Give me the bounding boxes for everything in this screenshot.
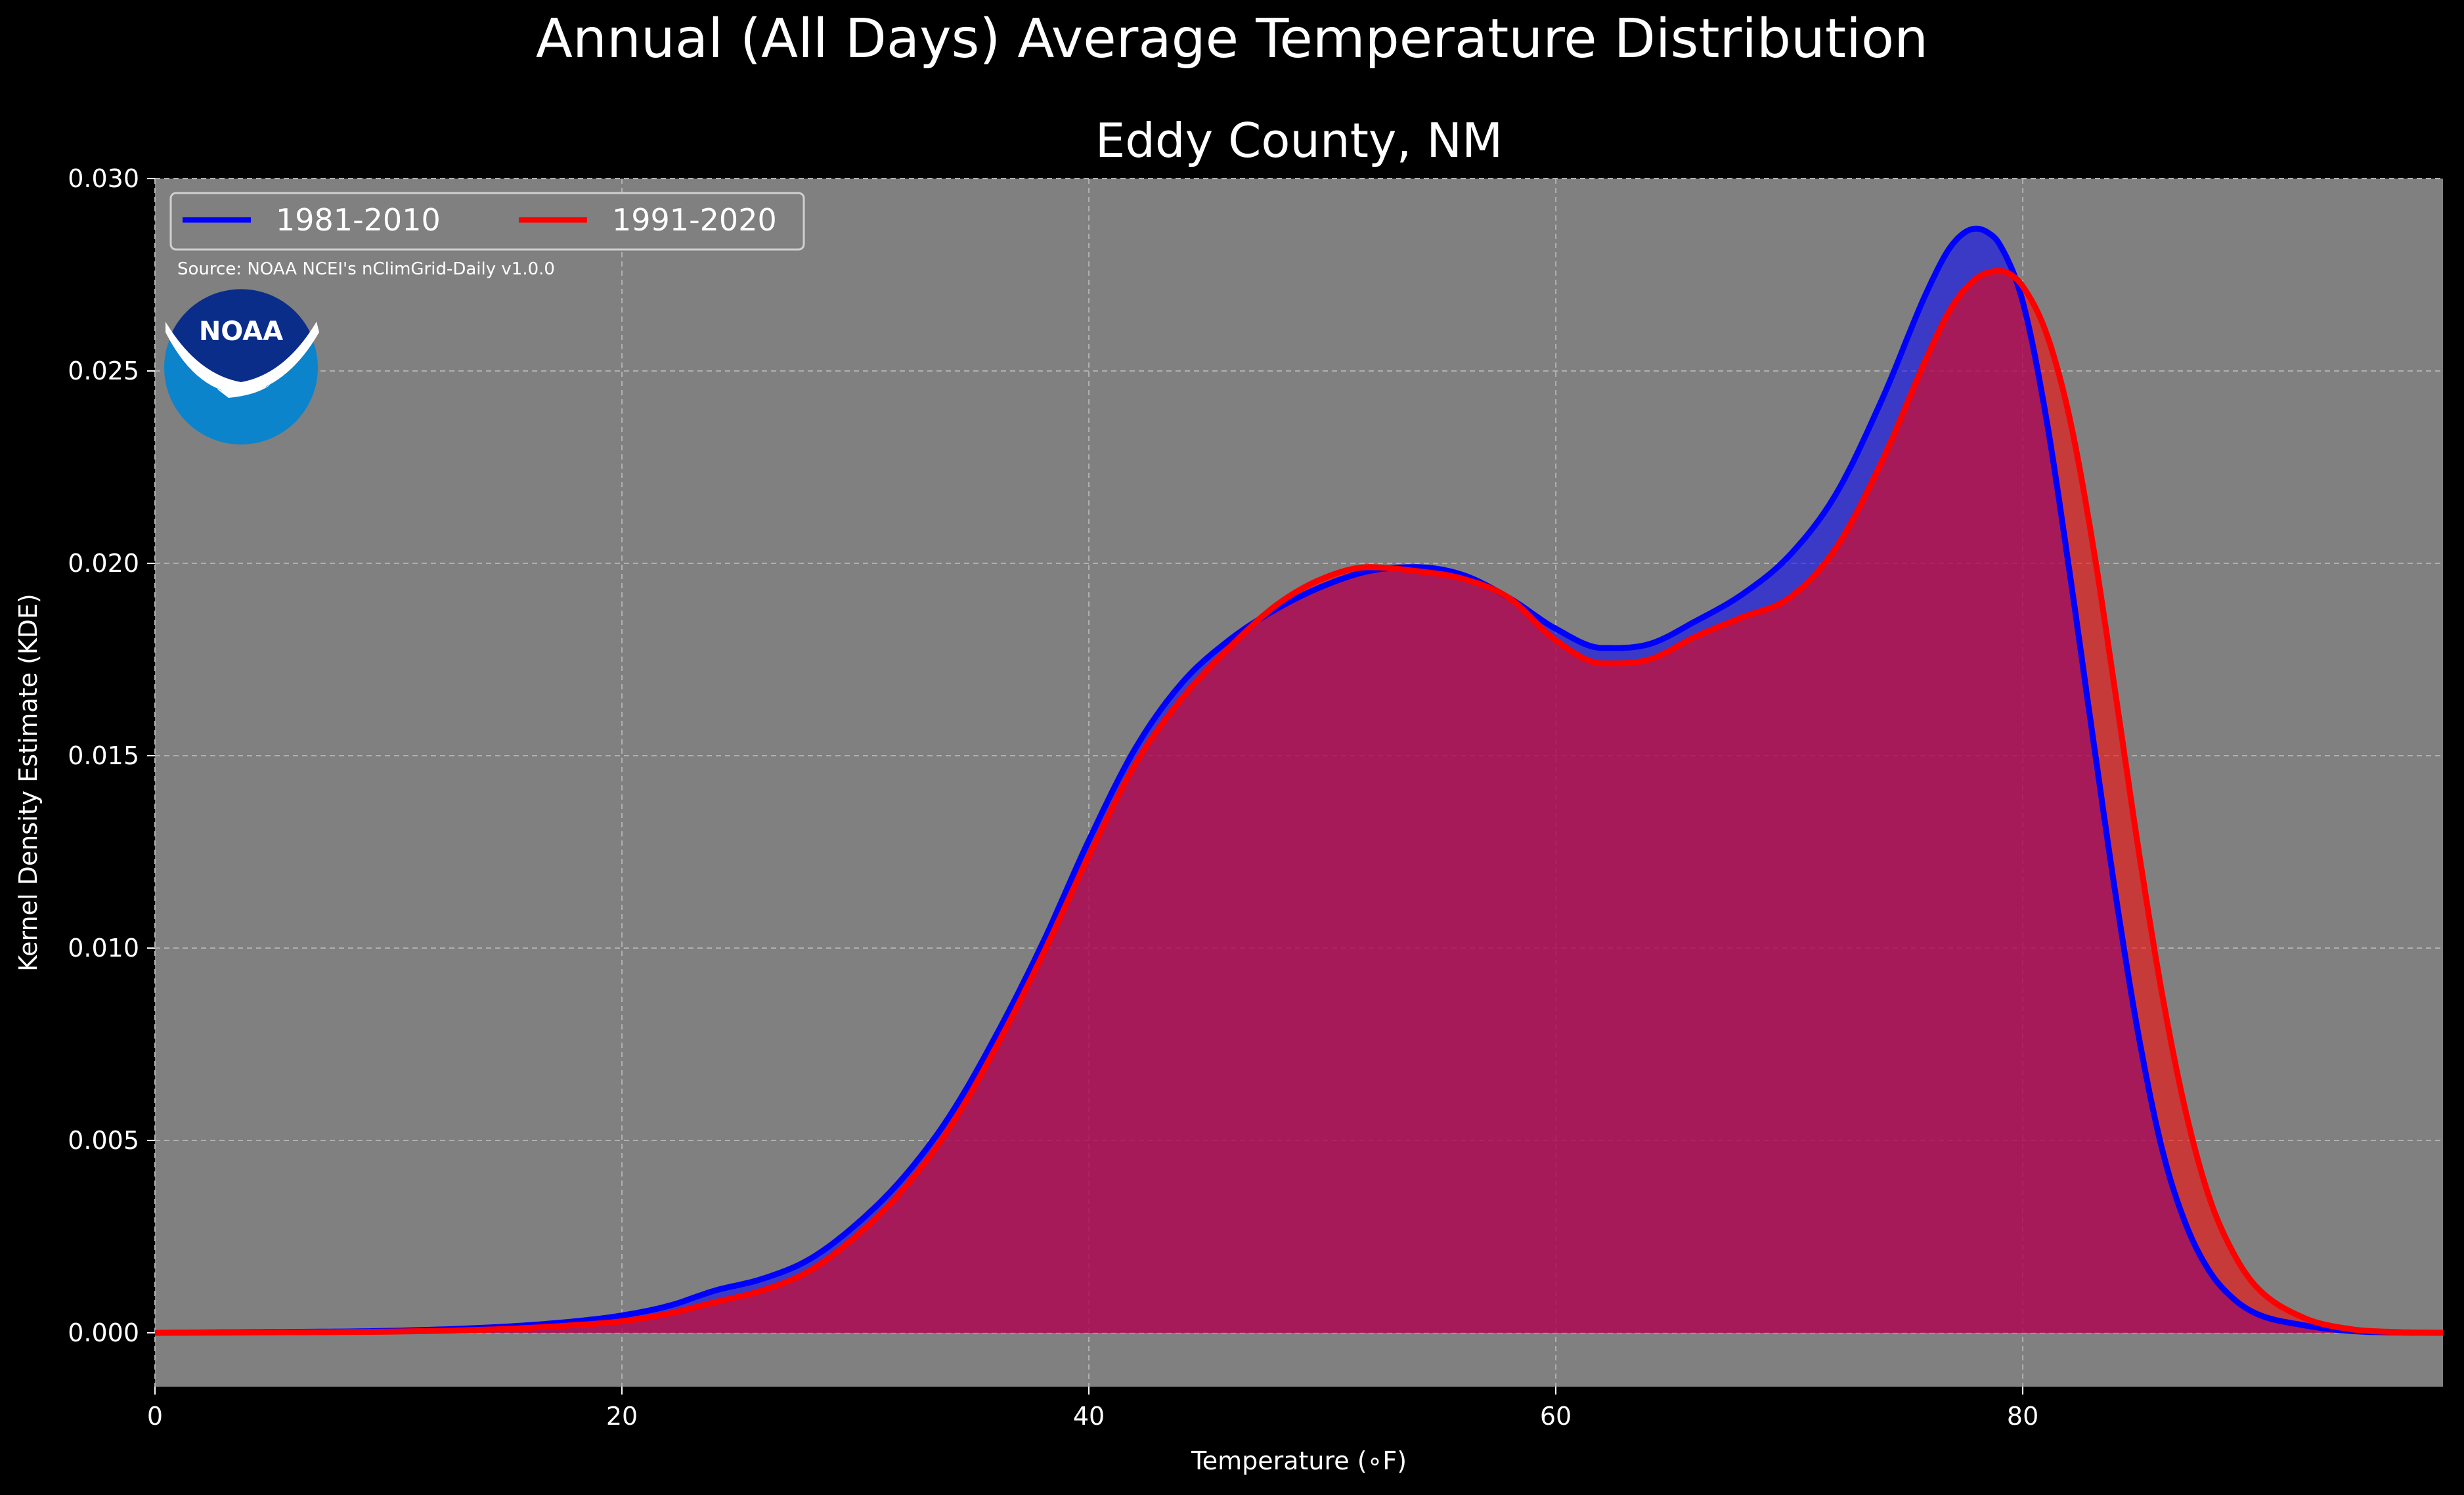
y-tick-label: 0.000 <box>68 1318 139 1347</box>
y-tick-label: 0.015 <box>68 741 139 770</box>
x-tick-label: 80 <box>2007 1402 2038 1431</box>
source-note: Source: NOAA NCEI's nClimGrid-Daily v1.0… <box>177 259 555 279</box>
x-axis-label: Temperature (∘F) <box>1191 1446 1407 1475</box>
noaa-logo: NOAA <box>164 289 319 444</box>
axis-ticks: 0 20 40 60 80 0.000 0.005 0.010 0.015 0.020 0.025 0… <box>68 164 2038 1431</box>
chart-title: Eddy County, NM <box>1095 113 1503 168</box>
figure-suptitle: Annual (All Days) Average Temperature Di… <box>535 8 1929 70</box>
y-axis-label: Kernel Density Estimate (KDE) <box>14 594 43 972</box>
x-tick-label: 40 <box>1073 1402 1105 1431</box>
series-layer <box>155 225 2443 1336</box>
area-1991-2020 <box>155 271 2443 1333</box>
noaa-logo-text: NOAA <box>199 316 283 347</box>
y-tick-label: 0.005 <box>68 1126 139 1155</box>
line-1991-2020 <box>155 268 2443 1336</box>
y-tick-label: 0.030 <box>68 164 139 193</box>
legend-box <box>169 192 805 251</box>
x-tick-label: 0 <box>147 1402 163 1431</box>
legend: 1981-2010 1991-2020 <box>169 192 805 251</box>
y-tick-label: 0.010 <box>68 934 139 963</box>
legend-label-1981-2010: 1981-2010 <box>276 202 441 238</box>
y-tick-label: 0.025 <box>68 357 139 385</box>
legend-label-1991-2020: 1991-2020 <box>612 202 777 238</box>
y-tick-label: 0.020 <box>68 549 139 578</box>
x-tick-label: 60 <box>1540 1402 1572 1431</box>
line-1981-2010 <box>155 225 2443 1336</box>
x-tick-label: 20 <box>606 1402 638 1431</box>
